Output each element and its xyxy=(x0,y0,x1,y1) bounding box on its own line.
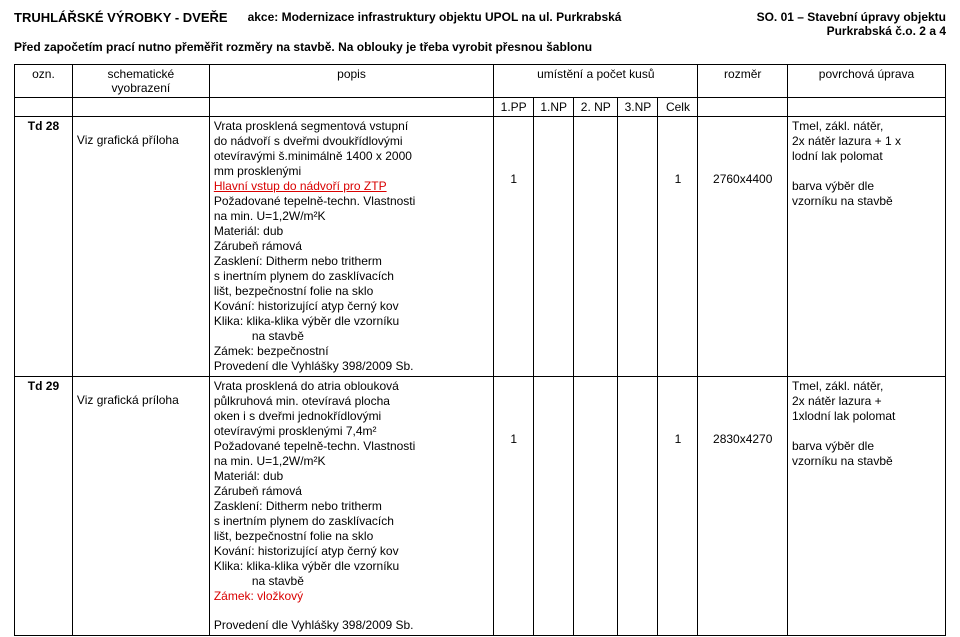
text-line: s inertním plynem do zasklívacích xyxy=(214,514,489,529)
row-pp: 1 xyxy=(494,117,534,377)
text-line: lišt, bezpečnostní folie na sklo xyxy=(214,284,489,299)
text-line: Zárubeň rámová xyxy=(214,484,489,499)
text-line: otevíravými š.minimálně 1400 x 2000 xyxy=(214,149,489,164)
text-line: otevíravými prosklenými 7,4m² xyxy=(214,424,489,439)
text-line: lodní lak polomat xyxy=(792,149,941,164)
text-line: 2x nátěr lazura + 1 x xyxy=(792,134,941,149)
text-line: Zasklení: Ditherm nebo tritherm xyxy=(214,254,489,269)
text-line: Zámek: vložkový xyxy=(214,589,489,604)
spec-table: ozn. schematické vyobrazení popis umístě… xyxy=(14,64,946,636)
row-3np xyxy=(618,117,658,377)
text-line xyxy=(792,424,941,439)
row-povrch: Tmel, zákl. nátěr,2x nátěr lazura +1xlod… xyxy=(787,377,945,636)
text-line: oken i s dveřmi jednokřídlovými xyxy=(214,409,489,424)
row-povrch: Tmel, zákl. nátěr,2x nátěr lazura + 1 xl… xyxy=(787,117,945,377)
col-popis-header: popis xyxy=(209,65,493,98)
text-line: lišt, bezpečnostní folie na sklo xyxy=(214,529,489,544)
row-ozn: Td 28 xyxy=(15,117,73,377)
text-line: Materiál: dub xyxy=(214,469,489,484)
table-header-row: ozn. schematické vyobrazení popis umístě… xyxy=(15,65,946,98)
table-subheader-row: 1.PP 1.NP 2. NP 3.NP Celk xyxy=(15,98,946,117)
col-ozn-header: ozn. xyxy=(15,65,73,98)
col-3np-header: 3.NP xyxy=(618,98,658,117)
text-line: Klika: klika-klika výběr dle vzorníku xyxy=(214,314,489,329)
row-2np xyxy=(574,117,618,377)
row-rozmer: 2830x4270 xyxy=(698,377,788,636)
text-line: Tmel, zákl. nátěr, xyxy=(792,379,941,394)
text-line: Tmel, zákl. nátěr, xyxy=(792,119,941,134)
col-1np-header: 1.NP xyxy=(534,98,574,117)
col-celk-header: Celk xyxy=(658,98,698,117)
text-line: Zasklení: Ditherm nebo tritherm xyxy=(214,499,489,514)
text-line: na stavbě xyxy=(214,329,489,344)
text-line: vzorníku na stavbě xyxy=(792,194,941,209)
table-row: Td 28 Viz grafická příloha Vrata proskle… xyxy=(15,117,946,377)
text-line: Hlavní vstup do nádvoří pro ZTP xyxy=(214,179,489,194)
text-line: 1xlodní lak polomat xyxy=(792,409,941,424)
action-block: akce: Modernizace infrastruktury objektu… xyxy=(248,10,622,38)
table-row: Td 29 Viz grafická príloha Vrata proskle… xyxy=(15,377,946,636)
row-3np xyxy=(618,377,658,636)
row-popis: Vrata prosklená segmentová vstupnído nád… xyxy=(209,117,493,377)
text-line: Kování: historizující atyp černý kov xyxy=(214,544,489,559)
row-1np xyxy=(534,117,574,377)
col-2np-header: 2. NP xyxy=(574,98,618,117)
col-rozmer-header: rozměr xyxy=(698,65,788,98)
header-right-line1: SO. 01 – Stavební úpravy objektu xyxy=(757,10,946,24)
text-line: barva výběr dle xyxy=(792,439,941,454)
empty-cell xyxy=(209,98,493,117)
header-right: SO. 01 – Stavební úpravy objektu Purkrab… xyxy=(757,10,946,38)
col-schema-header: schematické vyobrazení xyxy=(72,65,209,98)
text-line: Vrata prosklená segmentová vstupní xyxy=(214,119,489,134)
row-popis: Vrata prosklená do atria obloukovápůlkru… xyxy=(209,377,493,636)
text-line: Zámek: bezpečnostní xyxy=(214,344,489,359)
col-umisteni-header: umístění a počet kusů xyxy=(494,65,698,98)
text-line: mm prosklenými xyxy=(214,164,489,179)
header-left: TRUHLÁŘSKÉ VÝROBKY - DVEŘE akce: Moderni… xyxy=(14,10,621,38)
text-line: Požadované tepelně-techn. Vlastnosti xyxy=(214,194,489,209)
doc-title: TRUHLÁŘSKÉ VÝROBKY - DVEŘE xyxy=(14,10,228,38)
header-right-line2: Purkrabská č.o. 2 a 4 xyxy=(757,24,946,38)
row-rozmer: 2760x4400 xyxy=(698,117,788,377)
row-2np xyxy=(574,377,618,636)
text-line: Klika: klika-klika výběr dle vzorníku xyxy=(214,559,489,574)
row-pp: 1 xyxy=(494,377,534,636)
empty-cell xyxy=(698,98,788,117)
text-line: půlkruhová min. otevíravá plocha xyxy=(214,394,489,409)
text-line: Požadované tepelně-techn. Vlastnosti xyxy=(214,439,489,454)
text-line: barva výběr dle xyxy=(792,179,941,194)
text-line: na stavbě xyxy=(214,574,489,589)
row-schema: Viz grafická příloha xyxy=(72,117,209,377)
empty-cell xyxy=(72,98,209,117)
header-subnote: Před započetím prací nutno přeměřit rozm… xyxy=(14,40,946,54)
text-line xyxy=(792,164,941,179)
row-celk: 1 xyxy=(658,377,698,636)
row-schema: Viz grafická príloha xyxy=(72,377,209,636)
row-celk: 1 xyxy=(658,117,698,377)
page-header: TRUHLÁŘSKÉ VÝROBKY - DVEŘE akce: Moderni… xyxy=(14,10,946,38)
action-text: Modernizace infrastruktury objektu UPOL … xyxy=(282,10,622,24)
text-line: na min. U=1,2W/m²K xyxy=(214,209,489,224)
action-label: akce: xyxy=(248,10,279,24)
empty-cell xyxy=(787,98,945,117)
text-line: Provedení dle Vyhlášky 398/2009 Sb. xyxy=(214,618,489,633)
text-line: Zárubeň rámová xyxy=(214,239,489,254)
row-1np xyxy=(534,377,574,636)
text-line: na min. U=1,2W/m²K xyxy=(214,454,489,469)
text-line: do nádvoří s dveřmi dvoukřídlovými xyxy=(214,134,489,149)
text-line: Kování: historizující atyp černý kov xyxy=(214,299,489,314)
empty-cell xyxy=(15,98,73,117)
text-line: Vrata prosklená do atria oblouková xyxy=(214,379,489,394)
row-ozn: Td 29 xyxy=(15,377,73,636)
text-line: Materiál: dub xyxy=(214,224,489,239)
col-povrch-header: povrchová úprava xyxy=(787,65,945,98)
text-line: 2x nátěr lazura + xyxy=(792,394,941,409)
col-pp-header: 1.PP xyxy=(494,98,534,117)
text-line: Provedení dle Vyhlášky 398/2009 Sb. xyxy=(214,359,489,374)
text-line: s inertním plynem do zasklívacích xyxy=(214,269,489,284)
text-line: vzorníku na stavbě xyxy=(792,454,941,469)
